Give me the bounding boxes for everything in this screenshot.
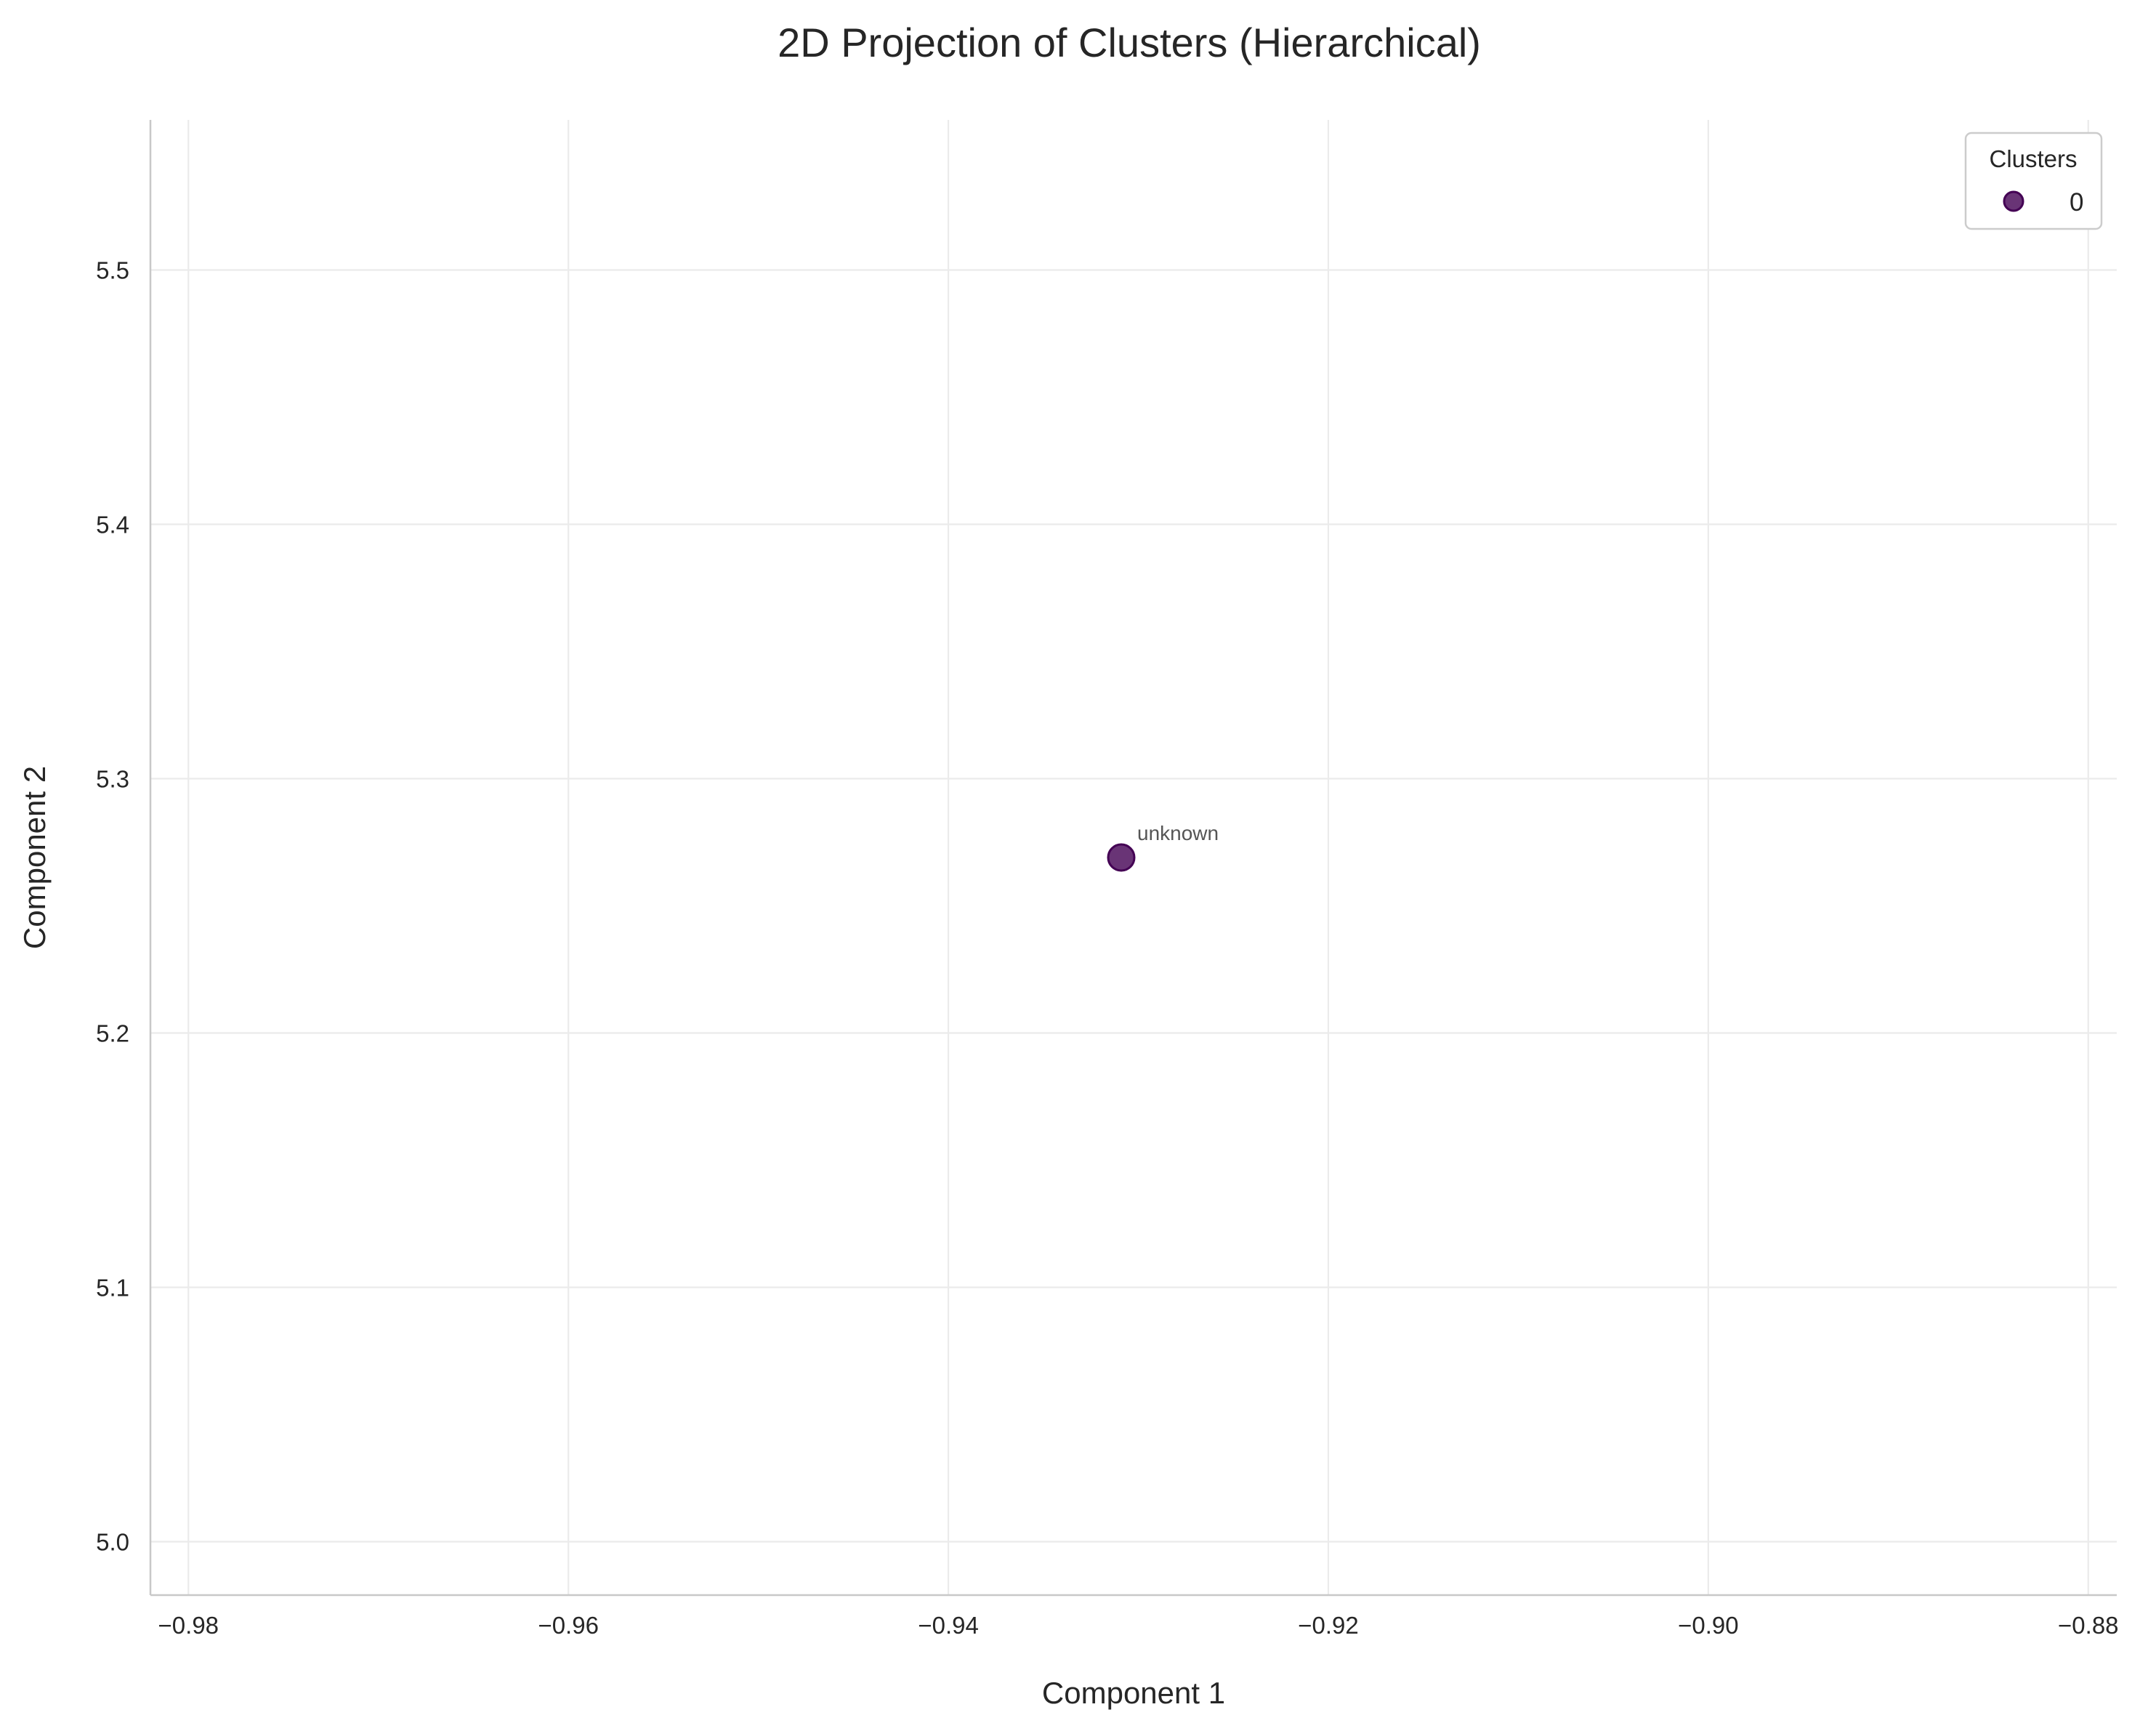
x-gridlines: [187, 120, 2089, 1595]
y-tick-label: 5.5: [96, 257, 129, 284]
x-tick-labels: −0.98 −0.96 −0.94 −0.92 −0.90 −0.88: [158, 1612, 2119, 1639]
x-tick-label: −0.88: [2058, 1612, 2119, 1639]
y-axis-label: Component 2: [17, 766, 52, 949]
legend: Clusters 0: [1964, 132, 2103, 230]
x-tick-label: −0.96: [538, 1612, 599, 1639]
data-point: [1107, 843, 1136, 872]
y-tick-label: 5.4: [96, 512, 129, 538]
x-tick-label: −0.90: [1678, 1612, 1739, 1639]
y-tick-labels: 5.0 5.1 5.2 5.3 5.4 5.5: [96, 257, 129, 1556]
legend-entry-label: 0: [2070, 188, 2083, 217]
x-axis-label: Component 1: [1042, 1676, 1225, 1710]
y-tick-label: 5.2: [96, 1020, 129, 1047]
x-tick-label: −0.98: [158, 1612, 219, 1639]
y-tick-label: 5.0: [96, 1529, 129, 1556]
scatter-points: unknown: [1107, 822, 1219, 872]
x-tick-label: −0.92: [1298, 1612, 1359, 1639]
legend-title: Clusters: [1989, 145, 2077, 172]
chart-title: 2D Projection of Clusters (Hierarchical): [778, 20, 1481, 65]
legend-frame: [1964, 132, 2103, 230]
y-tick-label: 5.1: [96, 1275, 129, 1302]
legend-marker: [2003, 190, 2024, 212]
point-annotation: unknown: [1137, 822, 1219, 844]
y-tick-label: 5.3: [96, 766, 129, 793]
y-gridlines: [150, 269, 2117, 1543]
x-tick-label: −0.94: [918, 1612, 979, 1639]
